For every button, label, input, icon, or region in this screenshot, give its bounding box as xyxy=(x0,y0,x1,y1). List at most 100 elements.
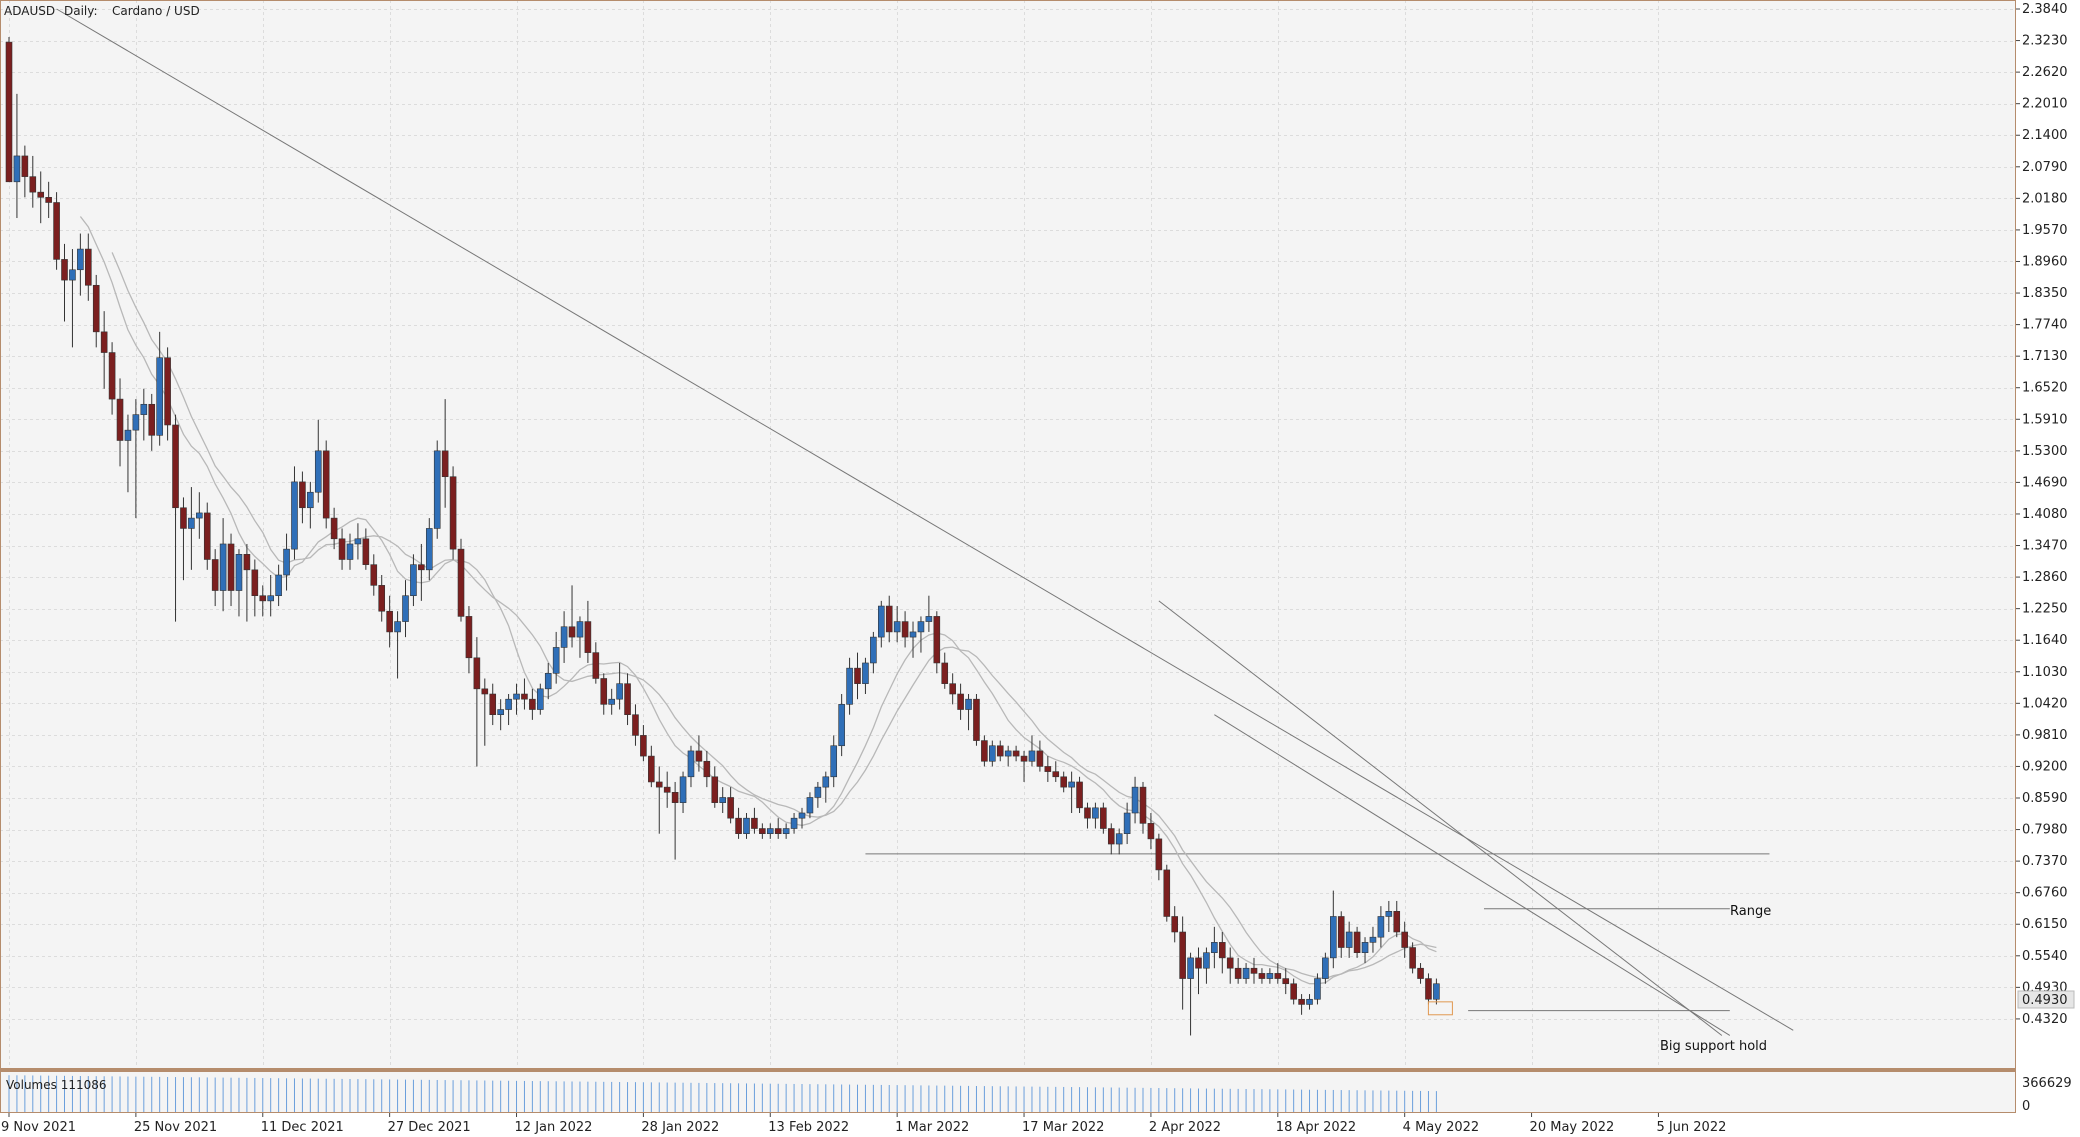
candle-body xyxy=(45,197,52,203)
candle xyxy=(774,818,782,839)
candle-body xyxy=(1330,916,1337,959)
candle-body xyxy=(1369,936,1377,943)
candle xyxy=(251,559,259,617)
candle-body xyxy=(893,621,901,633)
candle-body xyxy=(1425,978,1432,1000)
candle-body xyxy=(671,792,679,803)
candle-body xyxy=(1226,957,1234,969)
candle-body xyxy=(679,776,687,803)
candle xyxy=(711,766,719,808)
candle xyxy=(505,694,512,726)
date-tick-label: 12 Jan 2022 xyxy=(515,1120,593,1135)
candle-body xyxy=(291,481,298,550)
price-tick-label: 1.2250 xyxy=(2022,602,2068,617)
candle xyxy=(1060,771,1067,793)
candle xyxy=(1330,890,1337,969)
candle xyxy=(1425,973,1432,1005)
candle-body xyxy=(743,817,750,834)
candle xyxy=(418,543,425,601)
candle-body xyxy=(338,538,346,560)
candle-body xyxy=(1179,931,1186,979)
candle xyxy=(1084,802,1091,829)
price-axis[interactable]: 2.3840 2.3230 2.2620 2.2010 2.1400 2.0790 2.01… xyxy=(2016,2,2068,1027)
current-price-tag xyxy=(2017,990,2075,1009)
candle-body xyxy=(1107,828,1115,845)
volume-bars xyxy=(8,1075,1437,1112)
candle-body xyxy=(711,776,719,803)
price-tick-label: 1.9570 xyxy=(2022,223,2068,238)
candle-body xyxy=(100,331,108,353)
price-tick-label: 1.8960 xyxy=(2022,254,2068,269)
candle-body xyxy=(5,41,13,183)
candle xyxy=(45,181,52,219)
candle xyxy=(410,554,417,607)
candle xyxy=(1377,906,1385,948)
candle xyxy=(85,233,92,301)
price-tick-label: 0.9200 xyxy=(2022,759,2068,774)
candle-body xyxy=(1155,838,1163,871)
candle xyxy=(21,145,29,198)
price-tick-label: 0.4320 xyxy=(2022,1012,2068,1027)
candle xyxy=(759,823,766,839)
candle-body xyxy=(600,678,608,705)
candle xyxy=(100,311,108,389)
candle xyxy=(180,497,187,581)
candle-body xyxy=(1282,978,1290,985)
candle-body xyxy=(592,652,600,679)
candle-body xyxy=(1115,833,1123,845)
candle xyxy=(346,533,354,570)
candle xyxy=(1115,828,1123,855)
candle xyxy=(1163,864,1171,922)
candle-body xyxy=(830,745,838,778)
volume-scale-bottom: 0 xyxy=(2022,1099,2030,1114)
candle-body xyxy=(537,688,544,710)
candle xyxy=(330,507,338,550)
trendline xyxy=(1158,600,1723,1036)
candle-body xyxy=(584,621,592,653)
price-tick-label: 1.5300 xyxy=(2022,444,2068,459)
candle-body xyxy=(885,605,893,633)
candle xyxy=(227,533,235,607)
candle-body xyxy=(314,450,322,493)
candle-body xyxy=(774,828,782,834)
candle-body xyxy=(124,429,132,441)
candle xyxy=(1258,968,1266,984)
candle xyxy=(933,611,941,674)
volume-scale-top: 366629 xyxy=(2022,1076,2072,1091)
candle xyxy=(164,347,171,441)
candle xyxy=(1076,776,1083,814)
candle-body xyxy=(61,259,68,281)
candle-body xyxy=(846,667,853,705)
candle-body xyxy=(1147,823,1155,840)
candle xyxy=(822,771,830,803)
candle-body xyxy=(164,357,171,426)
candle xyxy=(1274,963,1282,984)
candle xyxy=(5,36,13,183)
candle xyxy=(735,807,742,839)
candles xyxy=(5,36,1440,1036)
candle-body xyxy=(1258,973,1266,979)
candle xyxy=(425,518,433,581)
date-tick-label: 4 May 2022 xyxy=(1403,1120,1480,1135)
candle xyxy=(267,575,274,617)
candle-body xyxy=(632,714,639,736)
price-tick-label: 2.3230 xyxy=(2022,34,2068,49)
candle xyxy=(1195,947,1202,995)
time-axis[interactable]: 9 Nov 2021 25 Nov 2021 11 Dec 2021 27 Dec 2… xyxy=(1,1113,1726,1135)
candle xyxy=(291,466,298,560)
candle xyxy=(13,93,21,219)
candle-body xyxy=(996,745,1004,757)
candle xyxy=(465,606,473,674)
date-tick-label: 28 Jan 2022 xyxy=(641,1120,719,1135)
candle-body xyxy=(560,626,568,648)
candle-body xyxy=(576,621,584,638)
candle-body xyxy=(13,155,21,183)
candle xyxy=(1100,802,1107,834)
candle xyxy=(1266,968,1274,984)
candle-body xyxy=(1433,983,1440,1000)
current-price-label: 0.4930 xyxy=(2022,993,2068,1008)
candle-body xyxy=(877,605,885,638)
price-tick-label: 0.8590 xyxy=(2022,791,2068,806)
candle-body xyxy=(1195,957,1202,969)
candle xyxy=(989,740,996,767)
